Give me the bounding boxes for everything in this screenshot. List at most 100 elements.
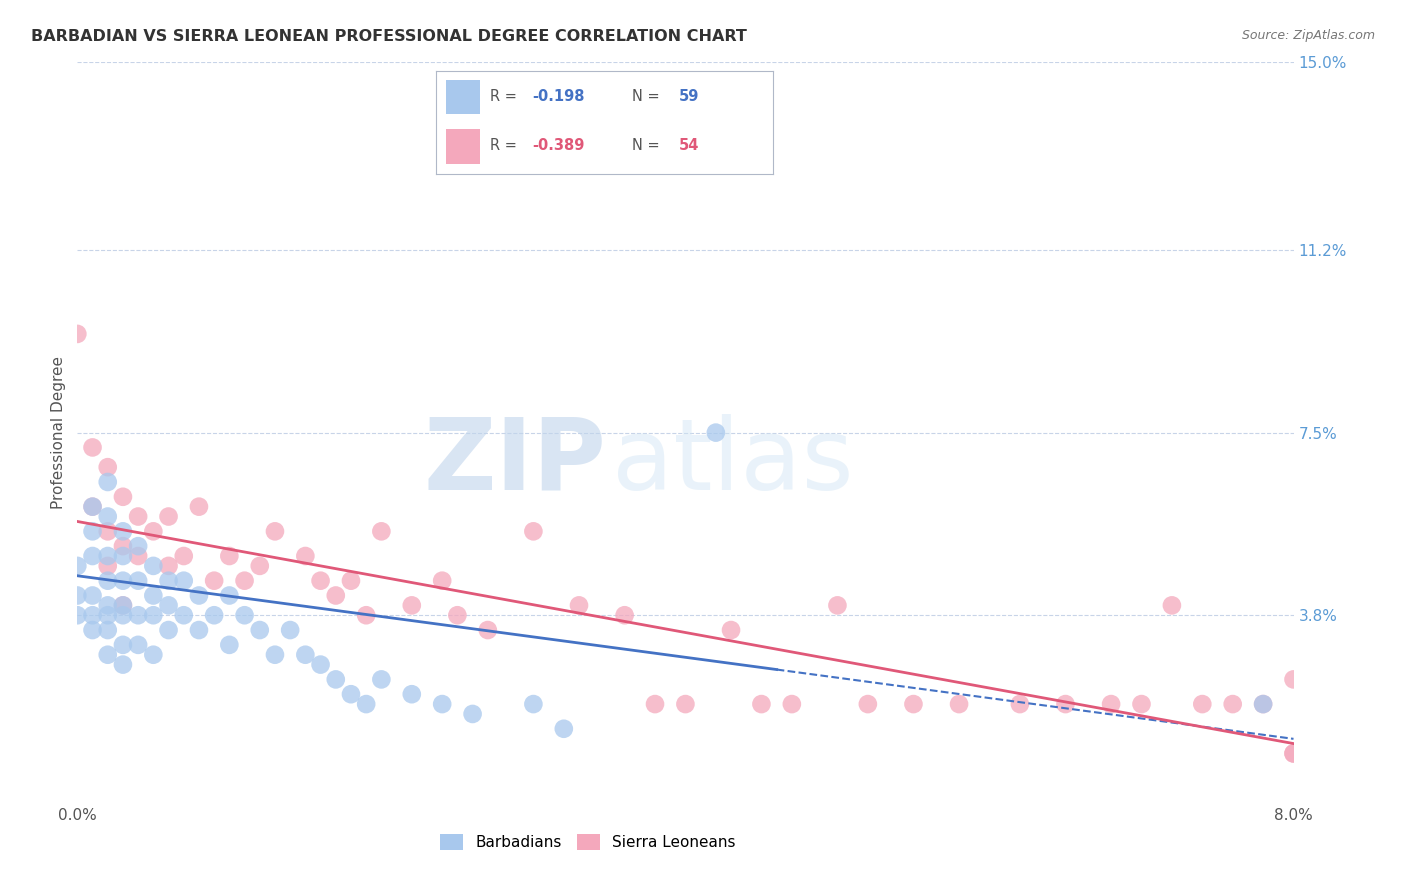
Point xyxy=(97,549,120,563)
Bar xyxy=(446,79,479,114)
Point xyxy=(264,648,287,662)
Point xyxy=(675,697,697,711)
Point xyxy=(157,599,180,613)
Point xyxy=(66,589,89,603)
Point xyxy=(827,599,849,613)
Point xyxy=(430,697,453,711)
Point xyxy=(111,539,134,553)
Point xyxy=(66,326,89,341)
Point xyxy=(1191,697,1213,711)
Text: N =: N = xyxy=(631,89,664,104)
Point xyxy=(188,500,211,514)
Point xyxy=(1054,697,1077,711)
Text: -0.198: -0.198 xyxy=(531,89,585,104)
Point xyxy=(278,623,301,637)
Point xyxy=(202,574,225,588)
Point xyxy=(354,608,377,623)
Point xyxy=(325,589,347,603)
Point xyxy=(309,574,332,588)
Point xyxy=(218,638,240,652)
Point xyxy=(613,608,636,623)
Point xyxy=(1222,697,1244,711)
Point xyxy=(157,623,180,637)
Point xyxy=(97,558,120,573)
Point xyxy=(82,589,104,603)
Text: 59: 59 xyxy=(679,89,699,104)
Bar xyxy=(446,128,479,163)
Point xyxy=(294,648,316,662)
Point xyxy=(233,608,256,623)
Point xyxy=(82,524,104,539)
Point xyxy=(82,608,104,623)
Point xyxy=(82,549,104,563)
Point xyxy=(111,638,134,652)
Point xyxy=(218,549,240,563)
Point xyxy=(1282,747,1305,761)
Point xyxy=(173,574,195,588)
Point xyxy=(142,524,165,539)
Point xyxy=(97,574,120,588)
Point xyxy=(97,599,120,613)
Point xyxy=(354,697,377,711)
Point xyxy=(97,509,120,524)
Point xyxy=(173,608,195,623)
Point xyxy=(1251,697,1274,711)
Point xyxy=(704,425,727,440)
Point xyxy=(751,697,773,711)
Point xyxy=(461,706,484,721)
Text: atlas: atlas xyxy=(613,414,853,511)
Point xyxy=(142,648,165,662)
Point xyxy=(1251,697,1274,711)
Point xyxy=(127,509,149,524)
Y-axis label: Professional Degree: Professional Degree xyxy=(51,356,66,509)
Point xyxy=(127,549,149,563)
Text: R =: R = xyxy=(489,89,522,104)
Text: ZIP: ZIP xyxy=(423,414,606,511)
Point xyxy=(142,608,165,623)
Point xyxy=(568,599,591,613)
Point xyxy=(644,697,666,711)
Point xyxy=(111,599,134,613)
Point xyxy=(82,500,104,514)
Point xyxy=(111,608,134,623)
Point xyxy=(340,687,363,701)
Text: Source: ZipAtlas.com: Source: ZipAtlas.com xyxy=(1241,29,1375,42)
Point xyxy=(111,490,134,504)
Point xyxy=(780,697,803,711)
Point xyxy=(127,574,149,588)
Legend: Barbadians, Sierra Leoneans: Barbadians, Sierra Leoneans xyxy=(433,827,744,858)
Point xyxy=(370,524,392,539)
Point xyxy=(340,574,363,588)
Point xyxy=(294,549,316,563)
Point xyxy=(1130,697,1153,711)
Point xyxy=(477,623,499,637)
Point xyxy=(157,509,180,524)
Point xyxy=(903,697,925,711)
Point xyxy=(325,673,347,687)
Point xyxy=(111,657,134,672)
Point xyxy=(111,574,134,588)
Point xyxy=(1282,747,1305,761)
Point xyxy=(111,549,134,563)
Point xyxy=(553,722,575,736)
Point xyxy=(522,697,544,711)
Point xyxy=(157,574,180,588)
Point xyxy=(188,589,211,603)
Point xyxy=(142,558,165,573)
Point xyxy=(127,539,149,553)
Point xyxy=(173,549,195,563)
Point xyxy=(97,623,120,637)
Point xyxy=(522,524,544,539)
Point xyxy=(401,599,423,613)
Point xyxy=(401,687,423,701)
Point xyxy=(1282,673,1305,687)
Point xyxy=(309,657,332,672)
Point xyxy=(856,697,879,711)
Point xyxy=(202,608,225,623)
Text: -0.389: -0.389 xyxy=(531,138,585,153)
Point xyxy=(97,475,120,489)
Point xyxy=(446,608,468,623)
Point xyxy=(127,638,149,652)
Point xyxy=(264,524,287,539)
Point xyxy=(249,558,271,573)
